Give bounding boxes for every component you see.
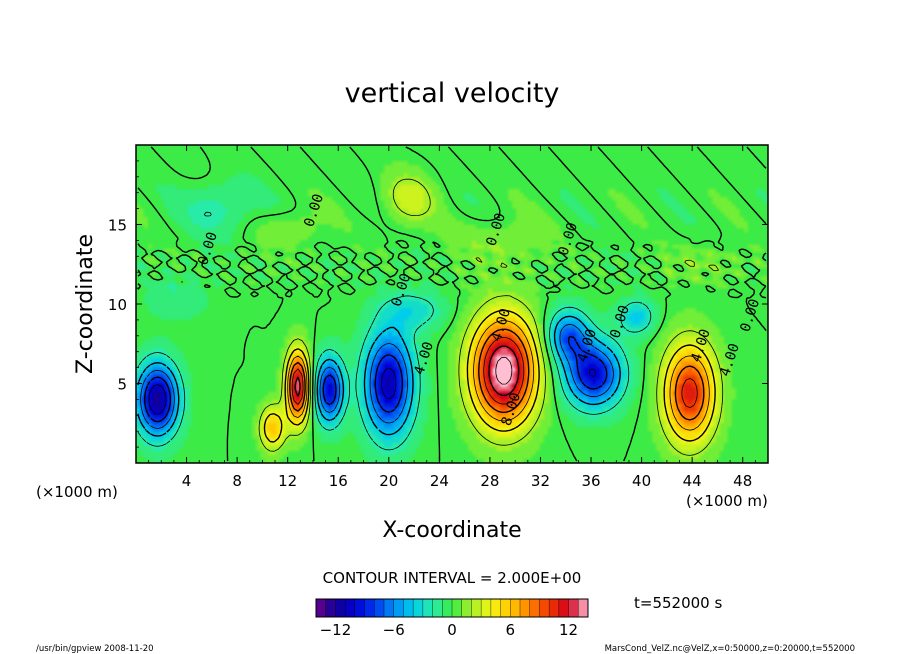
colorbar-swatch — [325, 599, 336, 617]
x-tick-label: 32 — [531, 472, 550, 490]
x-tick-label: 20 — [379, 472, 398, 490]
velocity-field-image — [136, 145, 768, 463]
colorbar-swatch — [549, 599, 560, 617]
colorbar-swatch — [452, 599, 463, 617]
colorbar-swatch — [461, 599, 472, 617]
colorbar-swatch — [510, 599, 521, 617]
footer-left: /usr/bin/gpview 2008-11-20 — [36, 644, 154, 654]
x-axis: 4 8 12 16 20 24 28 32 36 40 44 48 — [148, 145, 756, 490]
colorbar-swatch — [471, 599, 482, 617]
colorbar-swatch — [568, 599, 579, 617]
colorbar-tick-label: 0 — [447, 621, 457, 639]
colorbar-swatch — [345, 599, 356, 617]
colorbar-swatch — [500, 599, 511, 617]
contour-lines — [137, 146, 767, 462]
colorbar-swatch — [539, 599, 550, 617]
colorbar-tick-label: −12 — [320, 621, 352, 639]
y-axis-unit: (×1000 m) — [36, 483, 118, 501]
contour-level-neg8 — [144, 335, 608, 423]
x-tick-label: 4 — [182, 472, 192, 490]
colorbar-swatch — [558, 599, 569, 617]
colorbar-swatch — [578, 599, 589, 617]
x-tick-label: 16 — [329, 472, 348, 490]
contour-level-neg10 — [148, 367, 597, 415]
colorbar-tick-label: 6 — [506, 621, 516, 639]
contour-level-14 — [495, 357, 513, 385]
colorbar-swatch — [316, 599, 327, 617]
colorbar-swatch — [432, 599, 443, 617]
colorbar-swatch — [529, 599, 540, 617]
x-tick-label: 28 — [480, 472, 499, 490]
colorbar-swatch — [374, 599, 385, 617]
colorbar-swatch — [384, 599, 395, 617]
colorbar-swatch — [442, 599, 453, 617]
plot-area: 0.000.000.004.000.004.008.000.004.000.00… — [135, 144, 769, 464]
x-tick-label: 36 — [581, 472, 600, 490]
colorbar-swatch — [393, 599, 404, 617]
colorbar-swatch — [422, 599, 433, 617]
contour-level-neg2 — [137, 211, 652, 451]
x-axis-label: X-coordinate — [382, 518, 521, 543]
y-tick-label: 15 — [108, 217, 127, 235]
colorbar: −12 −6 0 6 12 — [315, 598, 589, 639]
y-axis: 5 10 15 — [108, 160, 768, 448]
contour-interval-text: CONTOUR INTERVAL = 2.000E+00 — [323, 569, 582, 587]
contour-level-neg4 — [137, 315, 621, 437]
colorbar-swatch — [403, 599, 414, 617]
contour-level-0 — [137, 146, 767, 462]
colorbar-swatch — [413, 599, 424, 617]
colorbar-tick-label: 12 — [559, 621, 578, 639]
time-label: t=552000 s — [634, 594, 722, 612]
contour-level-2 — [258, 178, 724, 456]
footer-right: MarsCond_VelZ.nc@VelZ,x=0:50000,z=0:2000… — [605, 644, 855, 654]
x-tick-label: 40 — [632, 472, 651, 490]
colorbar-swatch — [481, 599, 492, 617]
contour-level-12 — [294, 345, 520, 397]
y-tick-label: 5 — [117, 376, 127, 394]
contour-level-neg6 — [140, 323, 614, 429]
y-tick-label: 10 — [108, 296, 127, 314]
colorbar-swatch — [354, 599, 365, 617]
colorbar-swatch — [364, 599, 375, 617]
x-tick-label: 24 — [430, 472, 449, 490]
contour-level-6 — [287, 320, 710, 431]
x-axis-unit: (×1000 m) — [686, 492, 768, 510]
x-tick-label: 8 — [232, 472, 242, 490]
colorbar-swatch — [490, 599, 501, 617]
colorbar-tick-label: −6 — [383, 621, 405, 639]
colorbar-swatch — [335, 599, 346, 617]
y-axis-label: Z-coordinate — [73, 234, 98, 374]
x-tick-label: 44 — [683, 472, 702, 490]
contour-level-4 — [263, 309, 716, 443]
contour-level-10 — [291, 337, 698, 408]
contour-level-8 — [289, 328, 705, 421]
colorbar-frame — [315, 598, 589, 618]
x-tick-label: 12 — [278, 472, 297, 490]
chart-title: vertical velocity — [345, 78, 560, 109]
x-tick-label: 48 — [733, 472, 752, 490]
colorbar-swatch — [520, 599, 531, 617]
